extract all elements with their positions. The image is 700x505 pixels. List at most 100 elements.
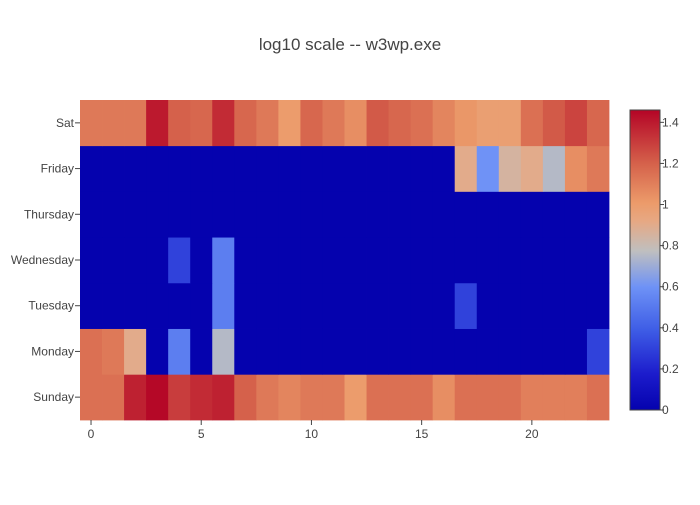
heatmap-cell	[586, 145, 610, 192]
heatmap-cell	[190, 145, 213, 192]
heatmap-cell	[322, 100, 345, 147]
heatmap-cell	[498, 237, 522, 284]
heatmap-cell	[278, 191, 301, 238]
heatmap-cell	[102, 282, 125, 329]
heatmap-cell	[586, 282, 610, 329]
heatmap-cell	[432, 191, 456, 238]
heatmap-cell	[80, 374, 103, 421]
heatmap-cells	[80, 100, 610, 421]
heatmap-cell	[344, 374, 367, 421]
heatmap-cell	[454, 282, 478, 329]
colorbar-tick-label: 1.2	[662, 156, 679, 170]
heatmap-cell	[234, 145, 257, 192]
heatmap-cell	[476, 237, 500, 284]
heatmap-cell	[146, 282, 169, 329]
heatmap-cell	[454, 237, 478, 284]
heatmap-cell	[476, 374, 500, 421]
heatmap-cell	[410, 374, 434, 421]
heatmap-cell	[80, 237, 103, 284]
heatmap-cell	[366, 374, 389, 421]
heatmap-cell	[190, 374, 213, 421]
heatmap-cell	[190, 191, 213, 238]
heatmap-cell	[80, 191, 103, 238]
heatmap-cell	[344, 237, 367, 284]
heatmap-cell	[322, 282, 345, 329]
heatmap-cell	[564, 191, 588, 238]
heatmap-cell	[300, 282, 323, 329]
heatmap-cell	[234, 100, 257, 147]
heatmap-cell	[498, 100, 522, 147]
heatmap-cell	[278, 145, 301, 192]
heatmap-cell	[344, 191, 367, 238]
heatmap-cell	[520, 374, 544, 421]
heatmap-cell	[410, 282, 434, 329]
heatmap-cell	[388, 282, 412, 329]
chart-title: log10 scale -- w3wp.exe	[259, 35, 441, 54]
heatmap-cell	[124, 100, 147, 147]
heatmap-cell	[80, 100, 103, 147]
heatmap-cell	[234, 282, 257, 329]
heatmap-cell	[586, 237, 610, 284]
heatmap-cell	[432, 282, 456, 329]
heatmap-cell	[520, 282, 544, 329]
heatmap-cell	[146, 100, 169, 147]
heatmap-cell	[454, 191, 478, 238]
heatmap-cell	[476, 328, 500, 375]
heatmap-cell	[102, 145, 125, 192]
heatmap-cell	[322, 374, 345, 421]
heatmap-cell	[256, 145, 279, 192]
heatmap-cell	[432, 100, 456, 147]
y-tick-label: Thursday	[24, 207, 74, 221]
heatmap-cell	[212, 282, 235, 329]
heatmap-cell	[80, 328, 103, 375]
heatmap-cell	[278, 282, 301, 329]
heatmap-cell	[124, 328, 147, 375]
heatmap-cell	[256, 100, 279, 147]
heatmap-cell	[498, 282, 522, 329]
heatmap-cell	[366, 328, 389, 375]
heatmap-cell	[300, 191, 323, 238]
heatmap-cell	[190, 282, 213, 329]
heatmap-cell	[344, 282, 367, 329]
colorbar-tick-label: 0	[662, 403, 669, 417]
colorbar-ticks: 0 0.2 0.4 0.6 0.8 1 1.2 1.4	[660, 115, 679, 417]
heatmap-cell	[124, 282, 147, 329]
heatmap-cell	[278, 328, 301, 375]
colorbar-tick-label: 0.4	[662, 321, 679, 335]
heatmap-cell	[146, 145, 169, 192]
y-tick-label: Tuesday	[28, 299, 74, 313]
heatmap-cell	[344, 100, 367, 147]
heatmap-cell	[586, 191, 610, 238]
heatmap-cell	[542, 282, 566, 329]
x-tick-label: 5	[198, 427, 205, 441]
heatmap-cell	[102, 237, 125, 284]
heatmap-cell	[366, 237, 389, 284]
heatmap-cell	[146, 237, 169, 284]
heatmap-cell	[542, 374, 566, 421]
heatmap-cell	[410, 191, 434, 238]
heatmap-cell	[256, 191, 279, 238]
heatmap-cell	[498, 328, 522, 375]
heatmap-cell	[80, 145, 103, 192]
heatmap-cell	[520, 100, 544, 147]
heatmap-cell	[454, 374, 478, 421]
heatmap-cell	[366, 145, 389, 192]
heatmap-cell	[190, 237, 213, 284]
heatmap-cell	[278, 237, 301, 284]
heatmap-cell	[520, 237, 544, 284]
heatmap-cell	[564, 374, 588, 421]
heatmap-cell	[300, 145, 323, 192]
heatmap-cell	[256, 374, 279, 421]
x-axis: 0 5 10 15 20	[88, 420, 539, 441]
heatmap-cell	[322, 237, 345, 284]
x-tick-label: 0	[88, 427, 95, 441]
heatmap-cell	[212, 374, 235, 421]
heatmap-cell	[124, 145, 147, 192]
y-tick-label: Sat	[56, 116, 75, 130]
heatmap-cell	[234, 237, 257, 284]
heatmap-cell	[344, 145, 367, 192]
heatmap-cell	[388, 100, 412, 147]
heatmap-cell	[278, 374, 301, 421]
heatmap-cell	[146, 191, 169, 238]
heatmap-cell	[190, 100, 213, 147]
